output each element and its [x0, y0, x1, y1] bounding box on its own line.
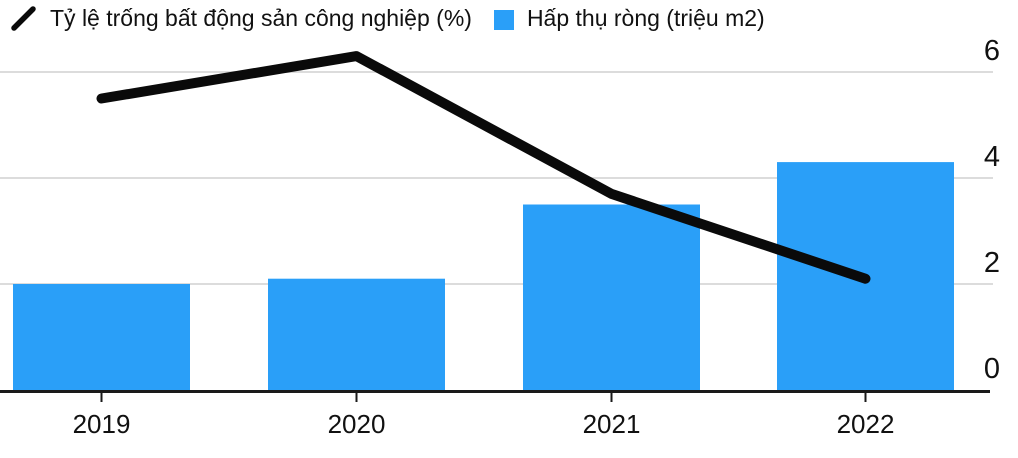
- line-series-marker-icon: [11, 6, 36, 31]
- legend-item-net-absorption: Hấp thụ ròng (triệu m2): [493, 5, 765, 32]
- x-axis-label-2020: 2020: [328, 409, 386, 439]
- bar-2019: [13, 284, 190, 390]
- legend-item-vacancy-rate: Tỷ lệ trống bất động sản công nghiệp (%): [10, 5, 472, 32]
- y-axis-label-4: 4: [984, 141, 1000, 173]
- bar-2022: [777, 162, 954, 390]
- x-axis-label-2022: 2022: [837, 409, 895, 439]
- vacancy-rate-line: [96, 51, 871, 284]
- y-axis-label-6: 6: [984, 35, 1000, 67]
- legend: Tỷ lệ trống bất động sản công nghiệp (%)…: [10, 5, 765, 32]
- x-axis-label-2021: 2021: [583, 409, 641, 439]
- x-axis-label-2019: 2019: [73, 409, 131, 439]
- bar-2021: [523, 204, 700, 390]
- legend-label-net-absorption: Hấp thụ ròng (triệu m2): [526, 5, 765, 31]
- legend-label-vacancy-rate: Tỷ lệ trống bất động sản công nghiệp (%): [50, 5, 472, 31]
- bar-2020: [268, 278, 445, 390]
- bar-series-marker-icon: [493, 9, 514, 30]
- y-axis-label-2: 2: [984, 247, 1000, 279]
- y-axis-label-0: 0: [984, 353, 1000, 385]
